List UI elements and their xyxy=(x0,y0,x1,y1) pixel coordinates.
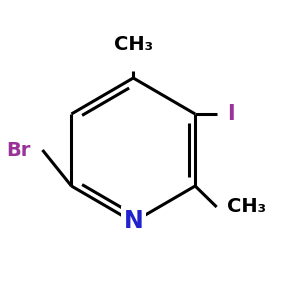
Text: Br: Br xyxy=(6,140,31,160)
Text: CH₃: CH₃ xyxy=(114,35,153,54)
Text: N: N xyxy=(123,208,143,232)
Text: I: I xyxy=(227,104,235,124)
Text: CH₃: CH₃ xyxy=(227,197,266,217)
